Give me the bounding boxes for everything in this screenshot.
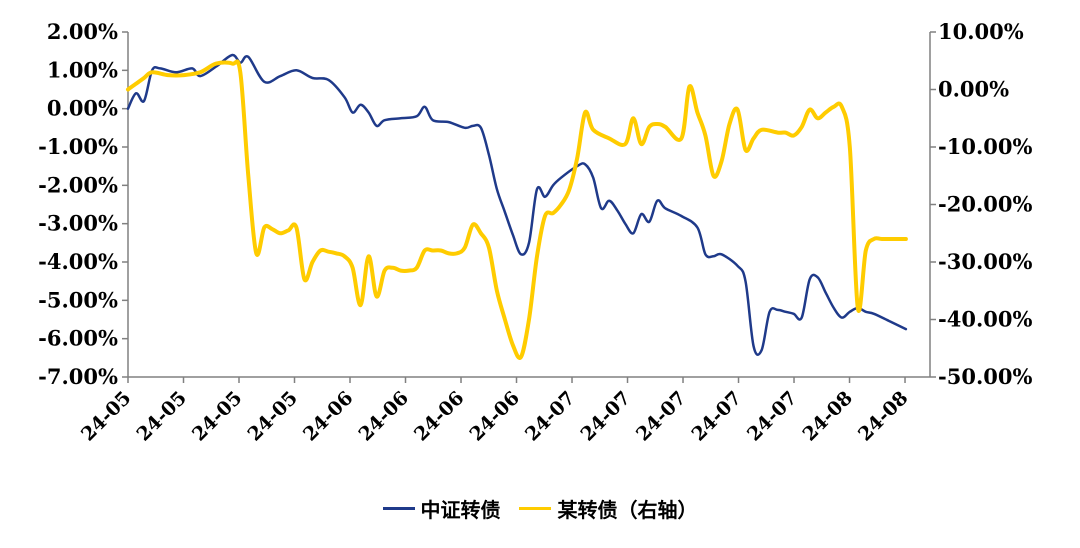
x-tick-label: 24-07	[577, 387, 636, 446]
chart-lines	[126, 53, 908, 360]
right-y-tick-label: -10.00%	[938, 134, 1032, 159]
x-tick-label: 24-06	[466, 387, 525, 446]
right-y-tick-label: 10.00%	[938, 19, 1024, 44]
right-y-tick-label: -50.00%	[938, 364, 1032, 389]
left-y-tick-label: -3.00%	[38, 211, 118, 236]
x-tick-label: 24-05	[133, 387, 192, 446]
chart-legend: 中证转债 某转债（右轴）	[0, 491, 1080, 523]
x-tick-label: 24-07	[521, 387, 580, 446]
left-y-tick-label: 0.00%	[47, 96, 118, 121]
x-tick-label: 24-06	[410, 387, 469, 446]
x-tick-label: 24-05	[188, 387, 247, 446]
x-tick-label: 24-05	[244, 387, 303, 446]
legend-item-csi-cb: 中证转债	[382, 494, 501, 523]
line-chart: 2.00% 1.00% 0.00% -1.00% -2.00% -3.00% -4.00% -…	[38, 19, 1032, 446]
right-y-tick-label: -30.00%	[938, 249, 1032, 274]
x-tick-label: 24-07	[743, 387, 802, 446]
right-y-tick-label: -40.00%	[938, 307, 1032, 332]
series-line-csi-cb	[126, 53, 908, 356]
right-y-tick-label: 0.00%	[938, 77, 1009, 102]
left-y-tick-label: -6.00%	[38, 326, 118, 351]
left-y-tick-label: -2.00%	[38, 172, 118, 197]
series-line-cb-right-axis	[126, 59, 908, 360]
left-y-tick-label: -7.00%	[38, 364, 118, 389]
legend-label-cb-right-axis: 某转债（右轴）	[557, 498, 698, 522]
legend-swatch-cb-right-axis	[519, 507, 552, 510]
x-tick-label: 24-07	[688, 387, 747, 446]
right-y-tick-label: -20.00%	[938, 192, 1032, 217]
left-y-tick-label: -4.00%	[38, 249, 118, 274]
legend-item-cb-right-axis: 某转债（右轴）	[519, 494, 697, 523]
chart-tick-labels: 2.00% 1.00% 0.00% -1.00% -2.00% -3.00% -4.00% -…	[38, 19, 1032, 446]
left-y-tick-label: -1.00%	[38, 134, 118, 159]
left-y-tick-label: -5.00%	[38, 287, 118, 312]
left-y-tick-label: 1.00%	[47, 57, 118, 82]
x-tick-label: 24-05	[77, 387, 136, 446]
x-tick-label: 24-08	[799, 387, 858, 446]
left-y-tick-label: 2.00%	[47, 19, 118, 44]
legend-swatch-csi-cb	[382, 507, 415, 510]
legend-label-csi-cb: 中证转债	[420, 498, 501, 522]
x-tick-label: 24-08	[854, 387, 913, 446]
x-tick-label: 24-06	[299, 387, 358, 446]
x-tick-label: 24-06	[355, 387, 414, 446]
chart-axes	[122, 31, 936, 383]
x-tick-label: 24-07	[632, 387, 691, 446]
